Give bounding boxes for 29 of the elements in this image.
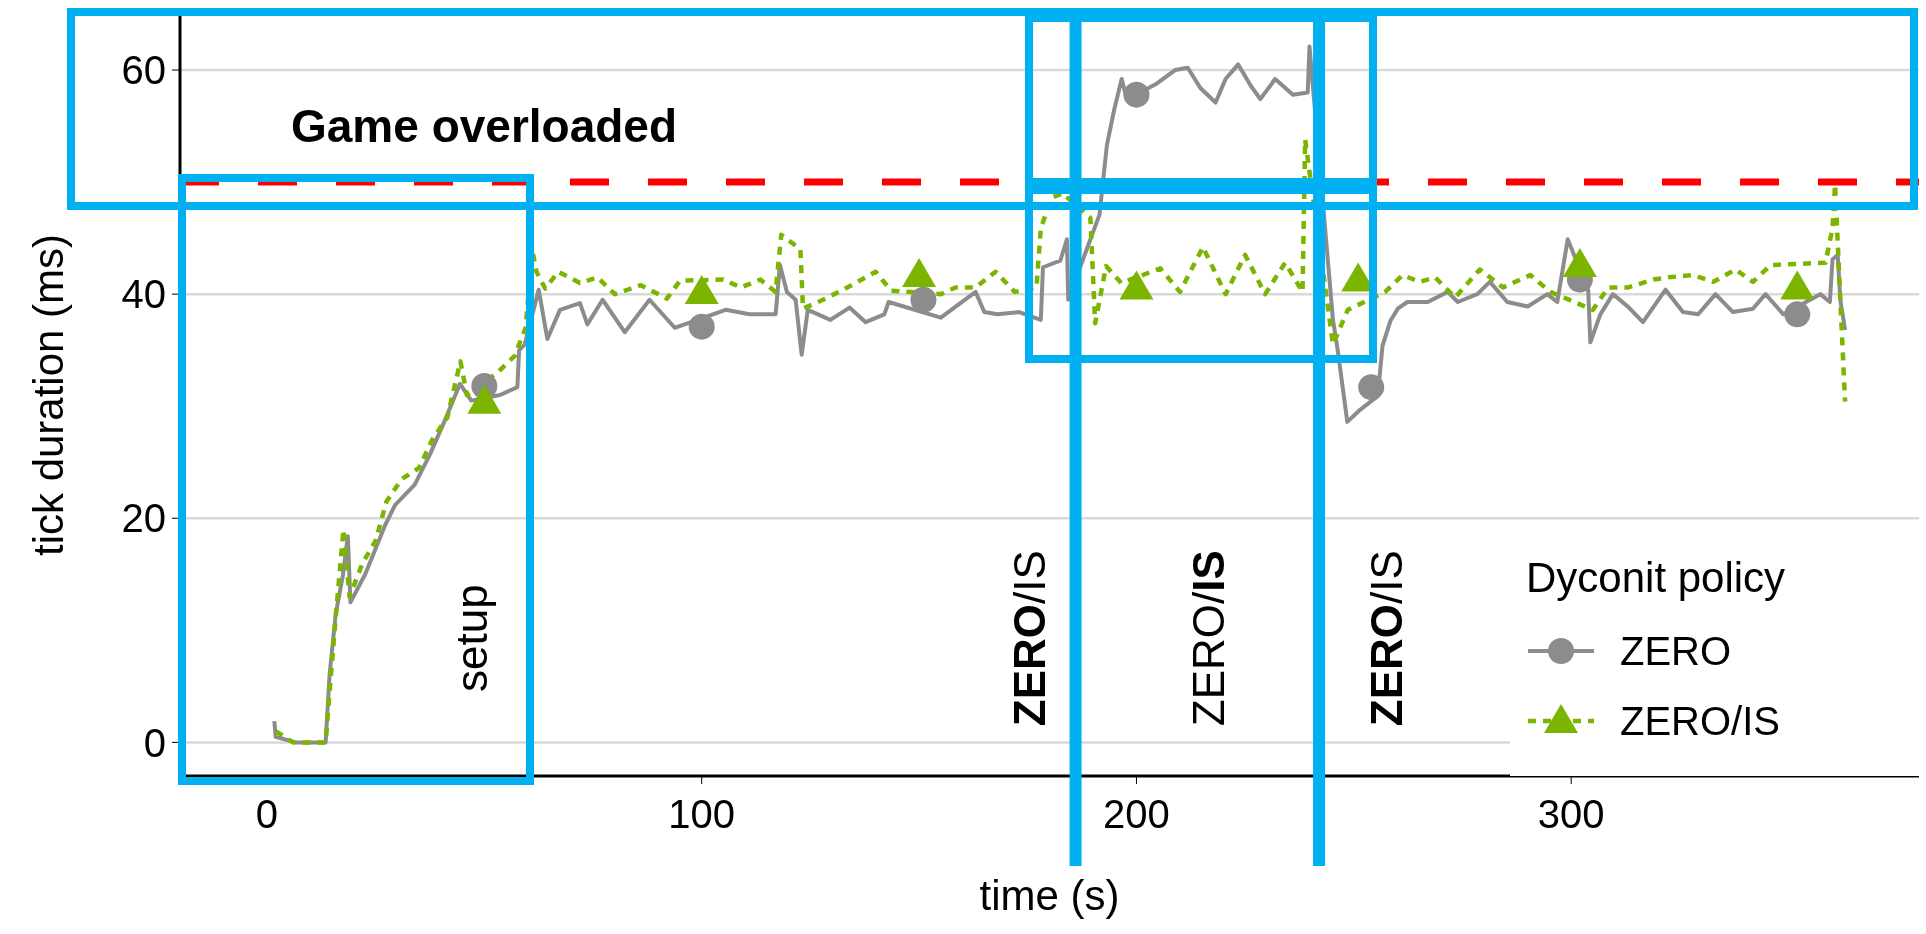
x-tick-label: 200 xyxy=(1103,792,1170,837)
y-axis-title: tick duration (ms) xyxy=(24,233,72,557)
legend-label: ZERO xyxy=(1620,628,1732,674)
annotation: ZERO/IS xyxy=(1361,550,1411,727)
point xyxy=(910,286,937,313)
point xyxy=(1780,270,1815,300)
point xyxy=(688,313,715,340)
point xyxy=(1358,374,1385,401)
y-tick-label: 0 xyxy=(143,720,166,765)
point xyxy=(1123,81,1150,108)
y-tick-label: 20 xyxy=(121,496,166,541)
legend-label: ZERO/IS xyxy=(1620,698,1781,744)
legend-title: Dyconit policy xyxy=(1526,554,1787,602)
annotation: ZERO/IS xyxy=(1183,550,1233,727)
ref-line-label: Game overloaded xyxy=(291,100,678,153)
annotation: setup xyxy=(446,584,496,692)
point xyxy=(1562,248,1597,278)
point xyxy=(902,258,937,288)
x-tick-label: 100 xyxy=(668,792,736,837)
x-tick-label: 0 xyxy=(255,792,279,837)
point xyxy=(1119,270,1154,300)
y-tick-label: 60 xyxy=(121,48,166,93)
point xyxy=(1784,301,1811,328)
x-axis-title: time (s) xyxy=(979,872,1120,919)
annotation: ZERO/IS xyxy=(1005,550,1054,727)
x-tick-label: 300 xyxy=(1537,792,1605,837)
point xyxy=(684,274,719,304)
y-tick-label: 40 xyxy=(121,272,166,317)
point xyxy=(467,384,502,414)
